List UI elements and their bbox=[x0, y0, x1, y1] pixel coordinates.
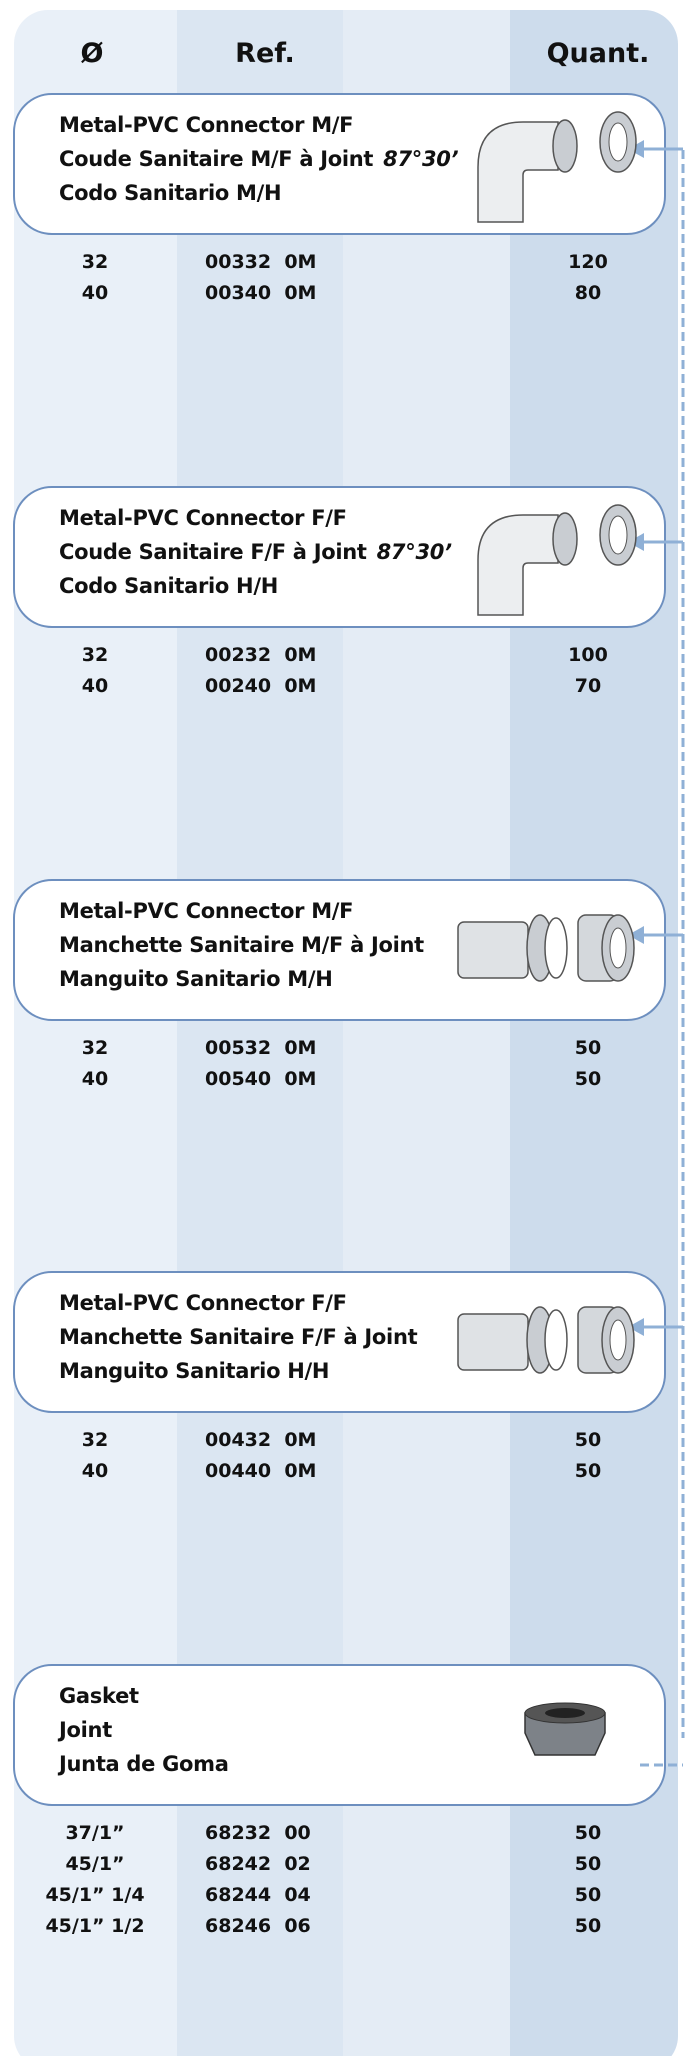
reference: 00332 0M bbox=[205, 251, 317, 273]
quantity: 50 bbox=[574, 1068, 602, 1090]
section-box bbox=[13, 1664, 666, 1806]
section-box bbox=[13, 1271, 666, 1413]
section-box bbox=[13, 879, 666, 1021]
section-title-line: Manchette Sanitaire F/F à Joint bbox=[59, 1325, 418, 1349]
reference: 00232 0M bbox=[205, 644, 317, 666]
ring bbox=[552, 512, 578, 566]
ring bbox=[544, 1309, 568, 1371]
diameter: 45/1” 1/4 bbox=[45, 1884, 145, 1906]
section-title-line: Joint bbox=[59, 1718, 112, 1742]
quantity: 50 bbox=[574, 1822, 602, 1844]
reference: 00240 0M bbox=[205, 675, 317, 697]
reference: 00432 0M bbox=[205, 1429, 317, 1451]
angle: 87°30’ bbox=[376, 540, 452, 564]
ring bbox=[608, 515, 628, 555]
diameter: 40 bbox=[81, 1068, 109, 1090]
quantity: 50 bbox=[574, 1429, 602, 1451]
header-quantity: Quant. bbox=[546, 38, 650, 69]
header-diameter: Ø bbox=[80, 38, 104, 69]
reference: 68232 00 bbox=[205, 1822, 311, 1844]
section-title-line: Metal-PVC Connector M/F bbox=[59, 899, 354, 923]
ring bbox=[609, 927, 627, 969]
reference: 00440 0M bbox=[205, 1460, 317, 1482]
ring bbox=[609, 1319, 627, 1361]
section-title-line: Metal-PVC Connector M/F bbox=[59, 113, 354, 137]
diameter: 40 bbox=[81, 675, 109, 697]
reference: 00532 0M bbox=[205, 1037, 317, 1059]
quantity: 50 bbox=[574, 1884, 602, 1906]
quantity: 120 bbox=[568, 251, 608, 273]
elbow bbox=[477, 121, 559, 223]
reference: 68242 02 bbox=[205, 1853, 311, 1875]
reference: 00540 0M bbox=[205, 1068, 317, 1090]
section-title-line-wrap: Coude Sanitaire M/F à Joint 87°30’ bbox=[59, 147, 459, 171]
diameter: 32 bbox=[81, 251, 109, 273]
section-title-line: Coude Sanitaire F/F à Joint bbox=[59, 540, 367, 564]
ring bbox=[544, 917, 568, 979]
section-title-line: Manguito Sanitario H/H bbox=[59, 1359, 330, 1383]
section-title-line: Coude Sanitaire M/F à Joint bbox=[59, 147, 374, 171]
quantity: 50 bbox=[574, 1915, 602, 1937]
quantity: 70 bbox=[574, 675, 602, 697]
reference: 68244 04 bbox=[205, 1884, 311, 1906]
section-title-line: Junta de Goma bbox=[59, 1752, 229, 1776]
section-title-line: Manguito Sanitario M/H bbox=[59, 967, 333, 991]
section-title-line: Metal-PVC Connector F/F bbox=[59, 506, 347, 530]
angle: 87°30’ bbox=[383, 147, 459, 171]
diameter: 37/1” bbox=[65, 1822, 125, 1844]
gasket-hole bbox=[545, 1708, 585, 1718]
quantity: 50 bbox=[574, 1037, 602, 1059]
diameter: 40 bbox=[81, 282, 109, 304]
section-title-line: Codo Sanitario H/H bbox=[59, 574, 278, 598]
section-title-line: Gasket bbox=[59, 1684, 139, 1708]
diameter: 40 bbox=[81, 1460, 109, 1482]
diameter: 45/1” bbox=[65, 1853, 125, 1875]
arrow bbox=[628, 926, 644, 944]
quantity: 50 bbox=[574, 1853, 602, 1875]
quantity: 50 bbox=[574, 1460, 602, 1482]
diameter: 32 bbox=[81, 1429, 109, 1451]
elbow bbox=[477, 514, 559, 616]
reference: 68246 06 bbox=[205, 1915, 311, 1937]
section-title-line-wrap: Coude Sanitaire F/F à Joint 87°30’ bbox=[59, 540, 452, 564]
diameter: 32 bbox=[81, 644, 109, 666]
sleeve bbox=[457, 921, 529, 979]
diameter: 45/1” 1/2 bbox=[45, 1915, 145, 1937]
section-title-line: Codo Sanitario M/H bbox=[59, 181, 282, 205]
quantity: 80 bbox=[574, 282, 602, 304]
ring bbox=[608, 122, 628, 162]
ring bbox=[552, 119, 578, 173]
quantity: 100 bbox=[568, 644, 608, 666]
arrow bbox=[628, 1318, 644, 1336]
sleeve bbox=[457, 1313, 529, 1371]
section-title-line: Manchette Sanitaire M/F à Joint bbox=[59, 933, 424, 957]
diameter: 32 bbox=[81, 1037, 109, 1059]
header-ref: Ref. bbox=[235, 38, 295, 69]
section-title-line: Metal-PVC Connector F/F bbox=[59, 1291, 347, 1315]
reference: 00340 0M bbox=[205, 282, 317, 304]
